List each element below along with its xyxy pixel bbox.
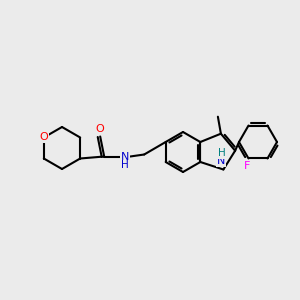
Text: H: H	[121, 160, 129, 170]
Text: N: N	[121, 152, 129, 163]
Text: F: F	[244, 161, 251, 172]
Text: O: O	[96, 124, 105, 134]
Text: N: N	[217, 157, 226, 166]
Text: O: O	[39, 133, 48, 142]
Text: H: H	[218, 148, 225, 158]
